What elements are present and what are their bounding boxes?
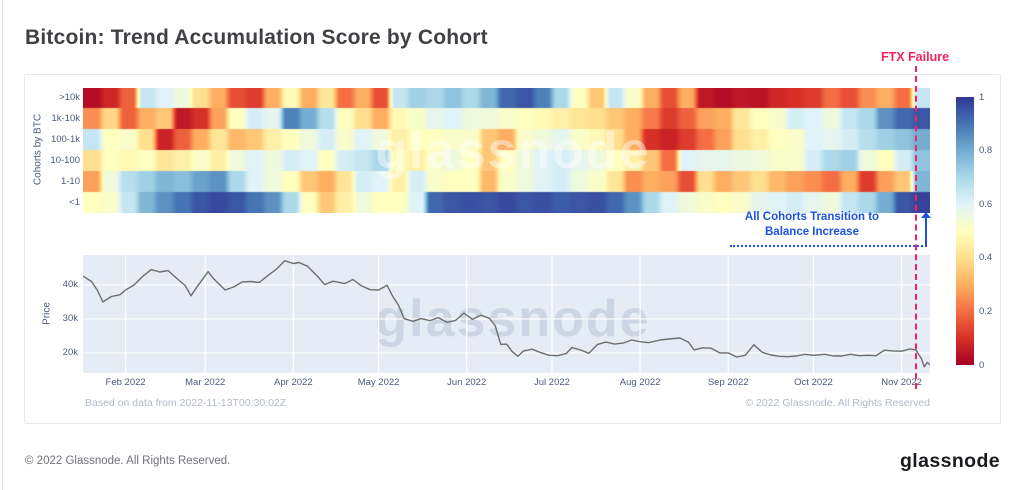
cohort-heatmap [83,88,930,213]
x-axis-tick-label: Jul 2022 [534,377,570,388]
heatmap-row-label: 10-100 [50,154,80,166]
heatmap-row-label: 1-10 [60,175,80,187]
colorbar-tick-label: 0.8 [979,145,993,157]
annotation-dotted-line [730,245,927,247]
annotation-arrow-line [925,218,927,246]
heatmap-row-label: 100-1k [50,134,80,146]
x-axis-tick-label: Mar 2022 [185,377,226,388]
colorbar-tick-label: 0 [979,359,985,371]
colorbar-tick-label: 0.4 [979,252,993,264]
x-axis-tick-label: Nov 2022 [881,377,922,388]
score-colorbar [956,97,974,365]
chart-copyright-footnote: © 2022 Glassnode. All Rights Reserved [745,397,930,409]
heatmap-row-label: <1 [69,196,80,208]
annotation-line-1: All Cohorts Transition to [744,211,880,223]
y-axis-tick-label: 40k [62,279,78,291]
x-axis-tick-label: Aug 2022 [619,377,661,388]
price-line-chart [83,255,930,373]
annotation-arrow-head [921,212,931,218]
y-axis-tick-label: 20k [62,347,78,359]
glassnode-logo[interactable]: glassnode [899,450,1000,472]
window-edge-divider [2,0,3,490]
x-axis-tick-label: Sep 2022 [707,377,749,388]
colorbar-tick-label: 0.6 [979,198,993,210]
ftx-failure-annotation: FTX Failure [880,50,950,64]
colorbar-tick-label: 0.2 [979,305,993,317]
x-axis-tick-label: Feb 2022 [105,377,146,388]
heatmap-row-label: 1k-10k [51,113,80,125]
y-axis-tick-label: 30k [62,313,78,325]
cohort-transition-annotation: All Cohorts Transition to Balance Increa… [702,210,922,239]
page-copyright: © 2022 Glassnode. All Rights Reserved. [25,455,231,467]
x-axis-tick-label: May 2022 [357,377,400,388]
colorbar-tick-label: 1 [979,91,985,103]
x-axis-tick-label: Apr 2022 [274,377,313,388]
heatmap-row-label: >10k [59,92,80,104]
x-axis-tick-label: Jun 2022 [447,377,487,388]
ftx-event-dashed-line [915,66,917,389]
page-title: Bitcoin: Trend Accumulation Score by Coh… [25,26,488,49]
x-axis-tick-label: Oct 2022 [794,377,833,388]
data-source-footnote: Based on data from 2022-11-13T00:30:02Z [85,397,287,409]
annotation-line-2: Balance Increase [765,225,859,238]
